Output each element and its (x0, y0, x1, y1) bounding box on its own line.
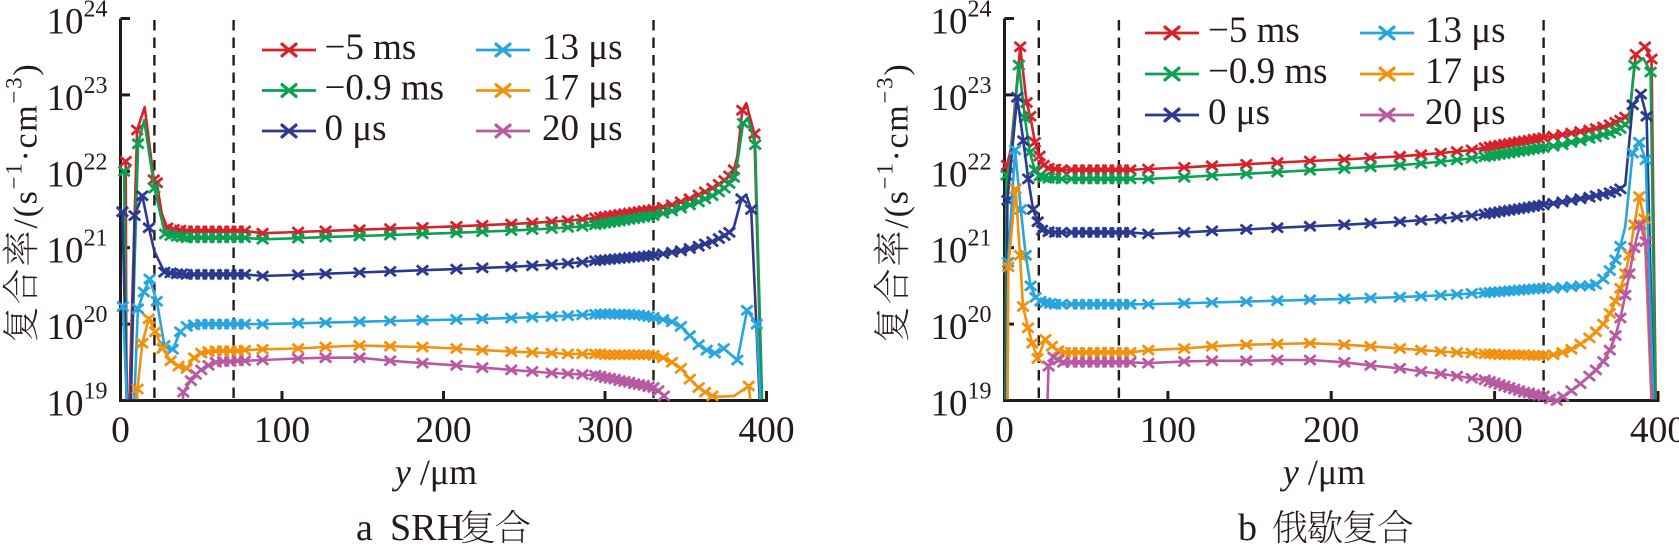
svg-text:a: a (356, 507, 373, 546)
svg-text:100: 100 (254, 410, 310, 451)
svg-text:200: 200 (415, 410, 471, 451)
svg-text:−0.9 ms: −0.9 ms (1208, 51, 1328, 92)
svg-text:400: 400 (1630, 410, 1679, 451)
svg-text:200: 200 (1303, 410, 1359, 451)
svg-text:17 μs: 17 μs (1425, 51, 1506, 92)
svg-text:−5 ms: −5 ms (325, 27, 417, 68)
svg-text:13 μs: 13 μs (1425, 10, 1506, 51)
svg-text:20 μs: 20 μs (542, 108, 623, 149)
svg-text:−0.9 ms: −0.9 ms (325, 68, 445, 109)
svg-text:13 μs: 13 μs (542, 27, 623, 68)
svg-text:y /μm: y /μm (1280, 452, 1365, 492)
svg-text:−5 ms: −5 ms (1208, 10, 1300, 51)
svg-text:y /μm: y /μm (392, 452, 477, 492)
svg-text:300: 300 (577, 410, 633, 451)
svg-text:100: 100 (1140, 410, 1196, 451)
svg-text:300: 300 (1466, 410, 1522, 451)
svg-text:400: 400 (738, 410, 794, 451)
svg-text:20 μs: 20 μs (1425, 92, 1506, 133)
svg-text:1019: 1019 (931, 379, 992, 425)
svg-text:17 μs: 17 μs (542, 68, 623, 109)
svg-text:0 μs: 0 μs (1208, 92, 1270, 133)
svg-text:0 μs: 0 μs (325, 108, 387, 149)
svg-text:/(s−1·cm−3): /(s−1·cm−3) (873, 63, 916, 229)
svg-text:1024: 1024 (931, 0, 992, 43)
svg-text:0: 0 (111, 410, 130, 451)
svg-text:0: 0 (995, 410, 1014, 451)
svg-text:b: b (1238, 507, 1257, 546)
svg-text:SRH: SRH (390, 507, 464, 546)
